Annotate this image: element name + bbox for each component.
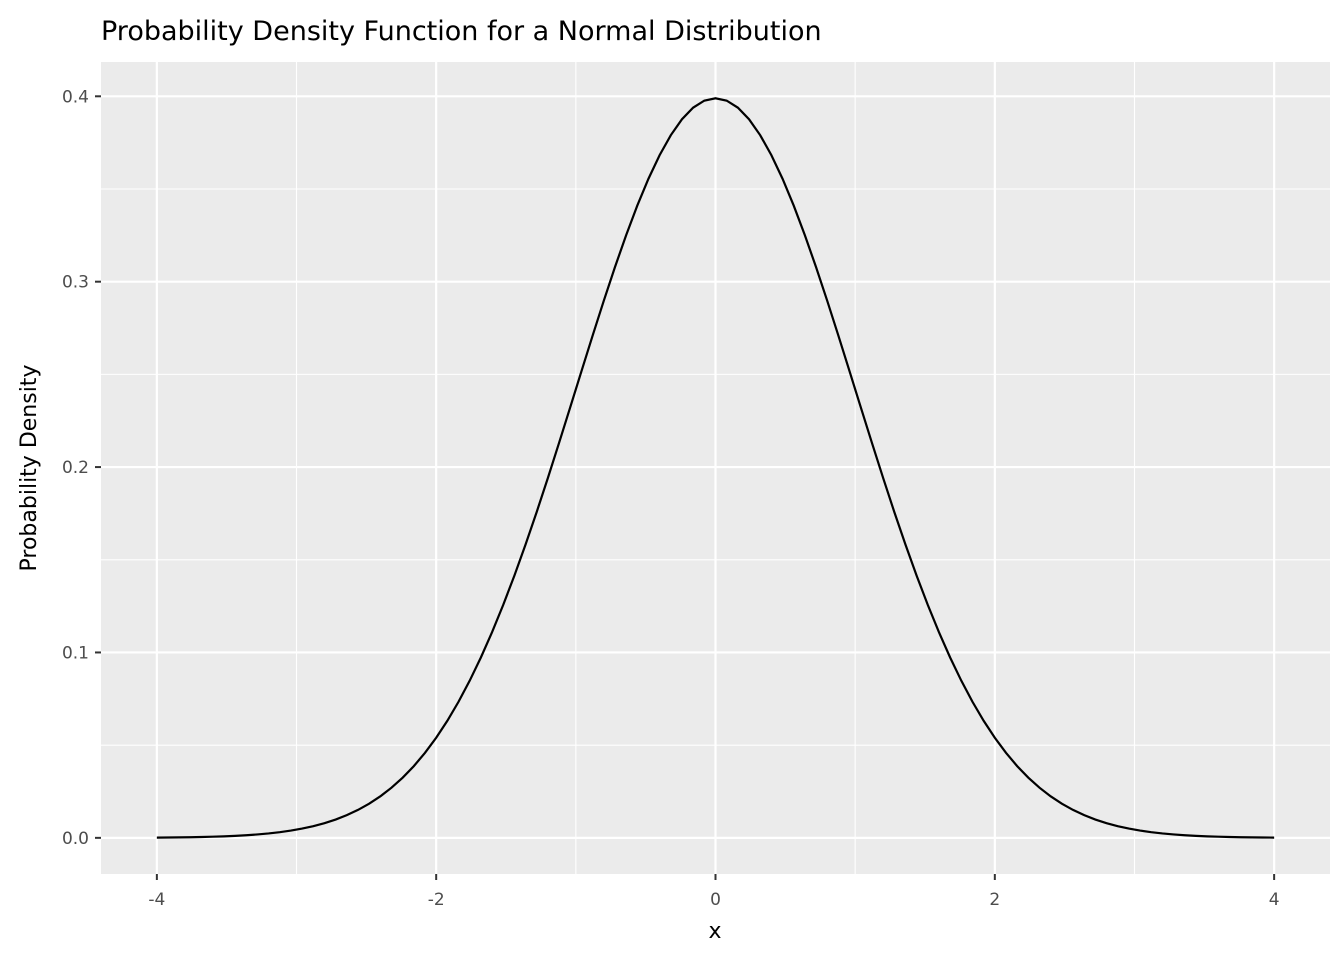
x-tick-label: -2: [428, 890, 445, 910]
chart-title: Probability Density Function for a Norma…: [101, 16, 822, 47]
y-tick-label: 0.1: [62, 643, 89, 663]
x-tick-label: 4: [1269, 890, 1280, 910]
y-axis: 0.0 0.1 0.2 0.3 0.4: [62, 87, 101, 849]
density-curve: [156, 97, 1275, 839]
x-tick-label: -4: [148, 890, 165, 910]
y-tick-label: 0.3: [62, 273, 89, 293]
x-axis-label: x: [708, 919, 721, 944]
grid-lines: [101, 62, 1330, 874]
y-tick-label: 0.0: [62, 829, 89, 849]
y-axis-label: Probability Density: [17, 365, 42, 572]
x-tick-label: 0: [710, 890, 721, 910]
x-axis: -4 -2 0 2 4: [148, 874, 1280, 910]
y-tick-label: 0.4: [62, 87, 89, 107]
x-tick-label: 2: [989, 890, 1000, 910]
y-tick-label: 0.2: [62, 458, 89, 478]
